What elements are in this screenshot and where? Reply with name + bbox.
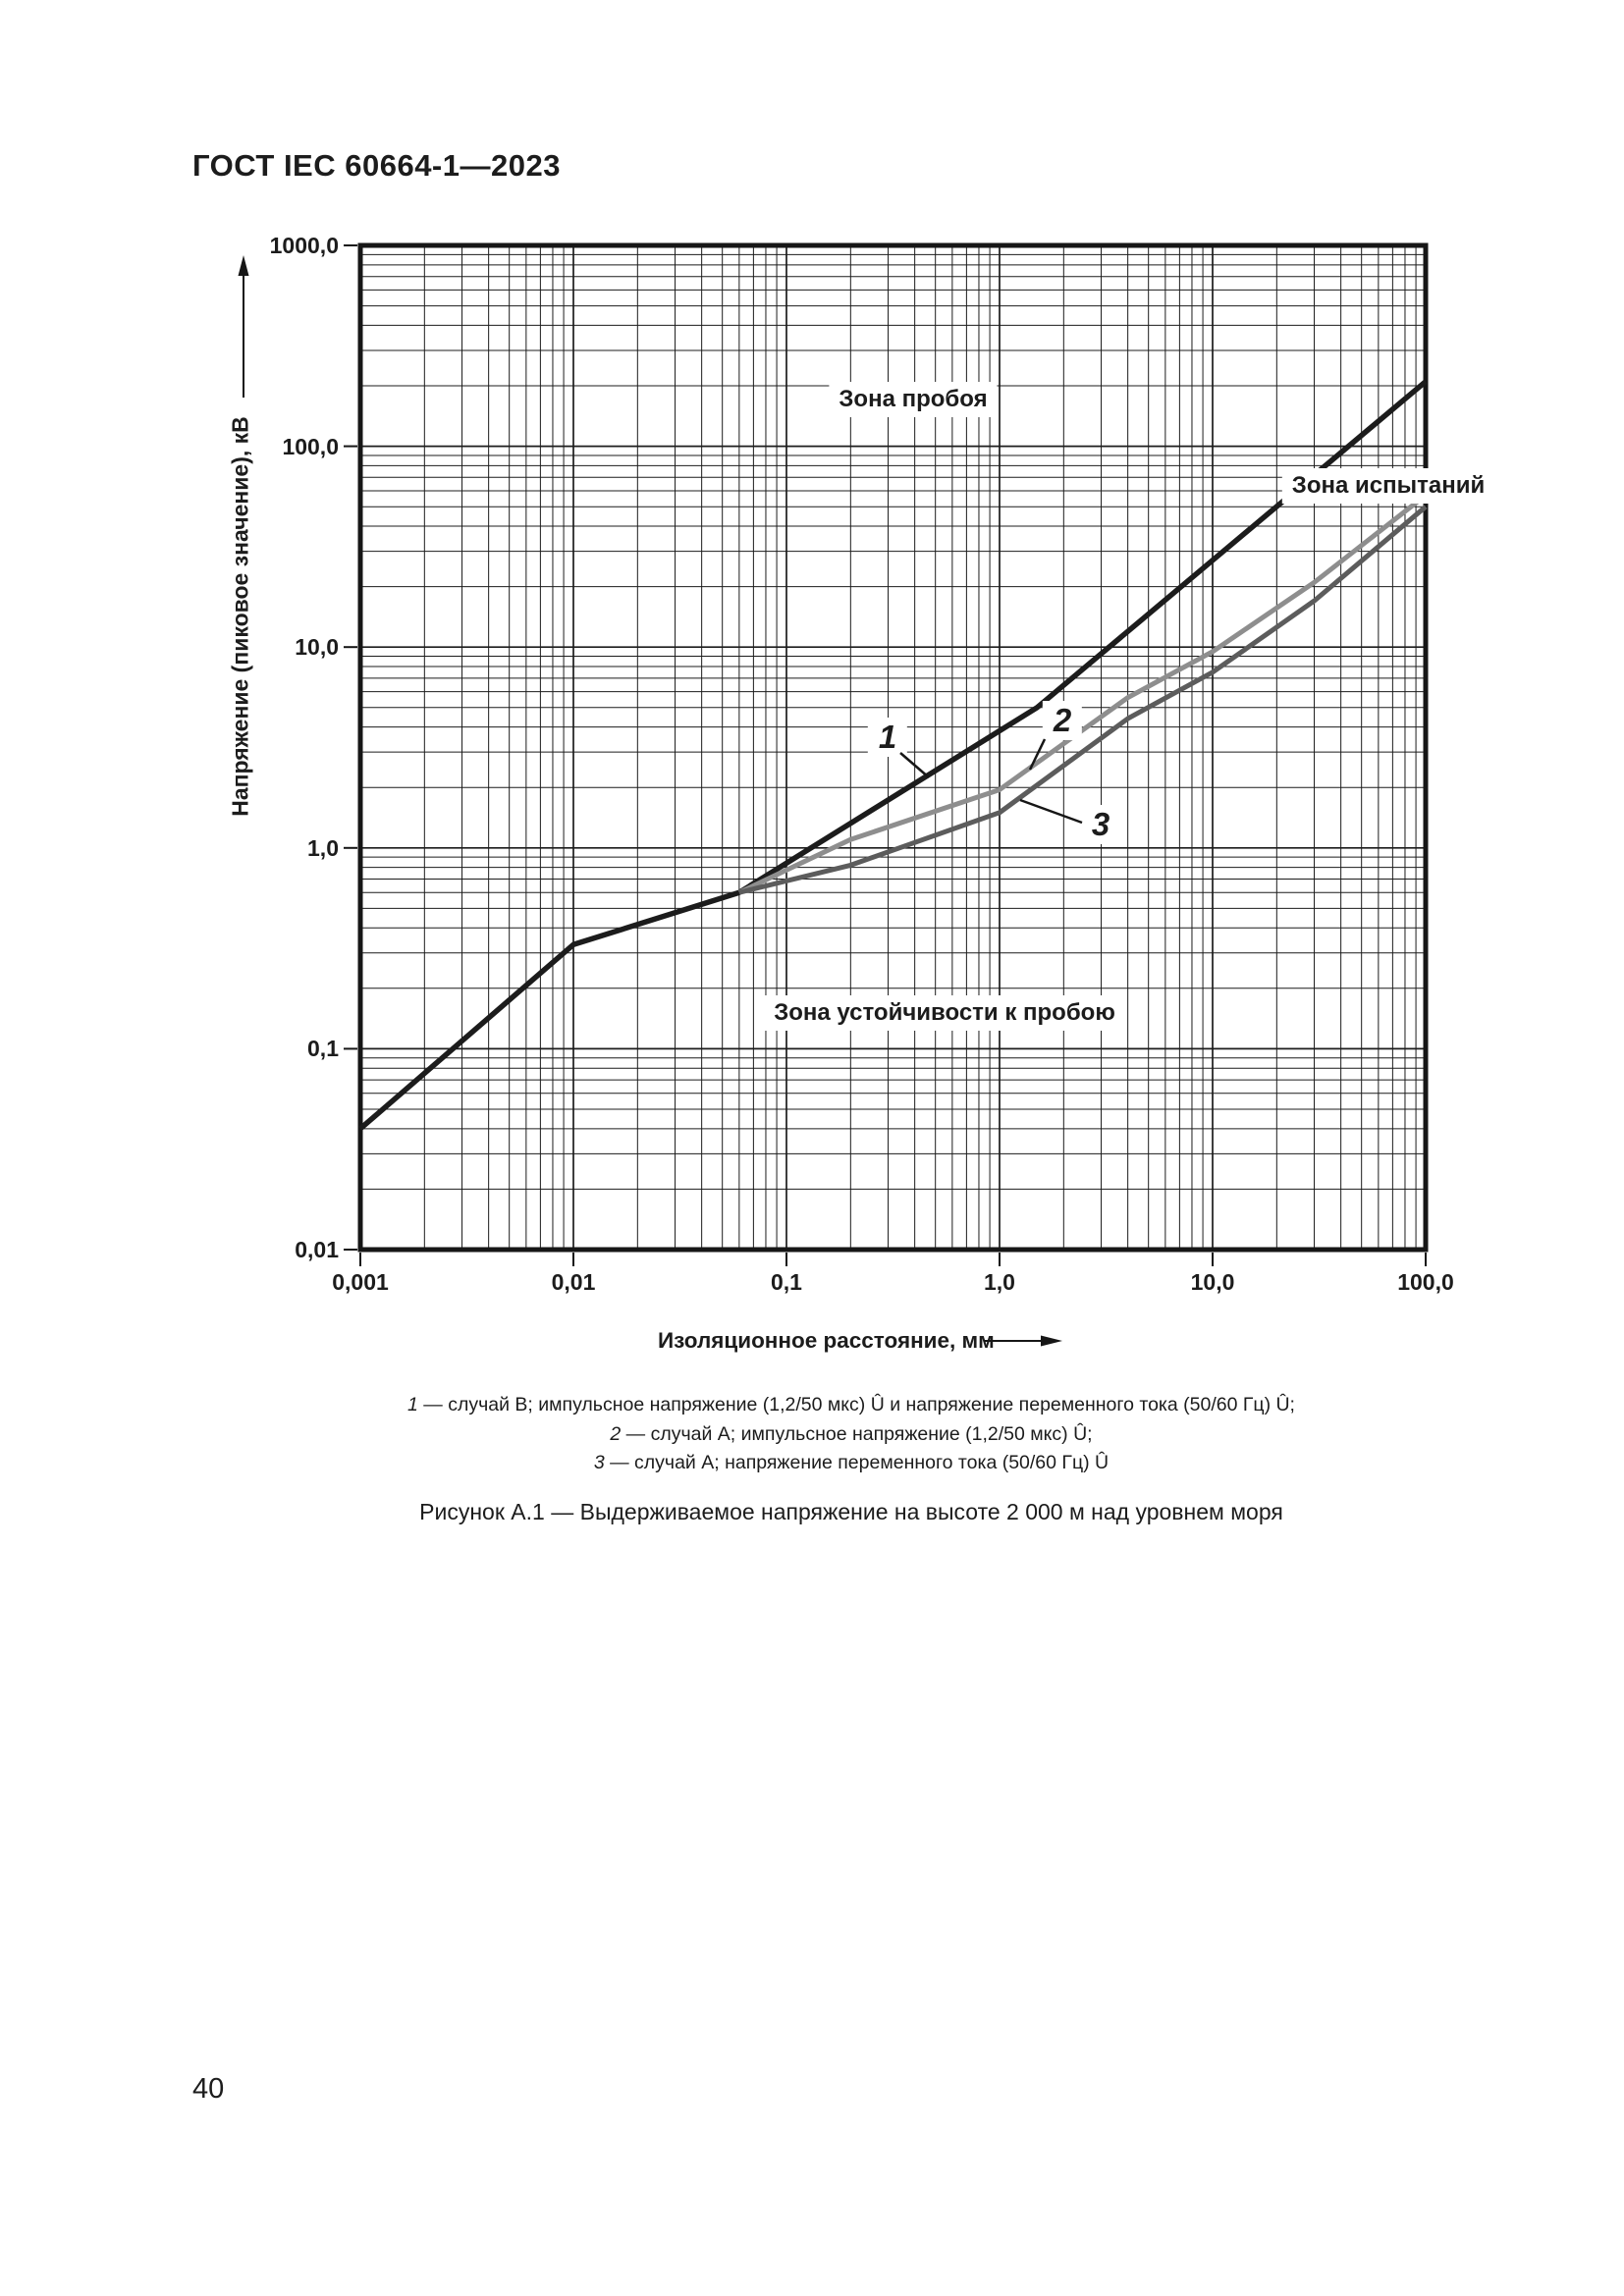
legend-line-1: 1 — случай В; импульсное напряжение (1,2… [39, 1391, 1624, 1420]
zone-label-breakdown: Зона пробоя [829, 382, 998, 417]
legend-text-3: — случай А; напряжение переменного тока … [610, 1452, 1110, 1473]
x-tick-label: 0,1 [771, 1269, 802, 1295]
x-tick-label: 10,0 [1190, 1269, 1235, 1295]
x-axis-title: Изоляционное расстояние, мм [658, 1328, 995, 1353]
curve-label-3: 3 [1080, 805, 1121, 844]
page-number: 40 [192, 2073, 225, 2105]
y-tick-label: 100,0 [282, 433, 339, 459]
curve-label-2: 2 [1042, 701, 1083, 740]
legend-num-3: 3 [593, 1452, 605, 1473]
y-axis-title: Напряжение (пиковое значение), кВ [227, 416, 253, 817]
x-tick-label: 100,0 [1397, 1269, 1454, 1295]
x-tick-label: 0,01 [551, 1269, 596, 1295]
page-header: ГОСТ IEC 60664-1—2023 [192, 148, 561, 183]
y-tick-label: 0,01 [295, 1237, 339, 1262]
legend-num-1: 1 [407, 1394, 418, 1415]
legend-text-2: — случай А; импульсное напряжение (1,2/5… [625, 1422, 1093, 1445]
legend-line-2: 2 — случай А; импульсное напряжение (1,2… [39, 1420, 1624, 1450]
x-tick-label: 0,001 [332, 1269, 389, 1295]
legend-line-3: 3 — случай А; напряжение переменного ток… [39, 1449, 1624, 1478]
x-tick-label: 1,0 [984, 1269, 1015, 1295]
y-tick-label: 1000,0 [269, 233, 339, 258]
legend-text-1: — случай В; импульсное напряжение (1,2/5… [423, 1394, 1295, 1415]
y-tick-label: 10,0 [295, 634, 339, 661]
zone-label-withstand: Зона устойчивости к пробою [764, 995, 1125, 1031]
legend-num-2: 2 [610, 1422, 622, 1445]
y-tick-label: 1,0 [307, 834, 339, 861]
y-tick-label: 0,1 [307, 1036, 339, 1062]
figure-legend: 1 — случай В; импульсное напряжение (1,2… [39, 1391, 1624, 1478]
zone-label-test: Зона испытаний [1281, 468, 1495, 504]
curve-label-1: 1 [867, 718, 908, 757]
figure-caption: Рисунок А.1 — Выдерживаемое напряжение н… [419, 1499, 1283, 1524]
